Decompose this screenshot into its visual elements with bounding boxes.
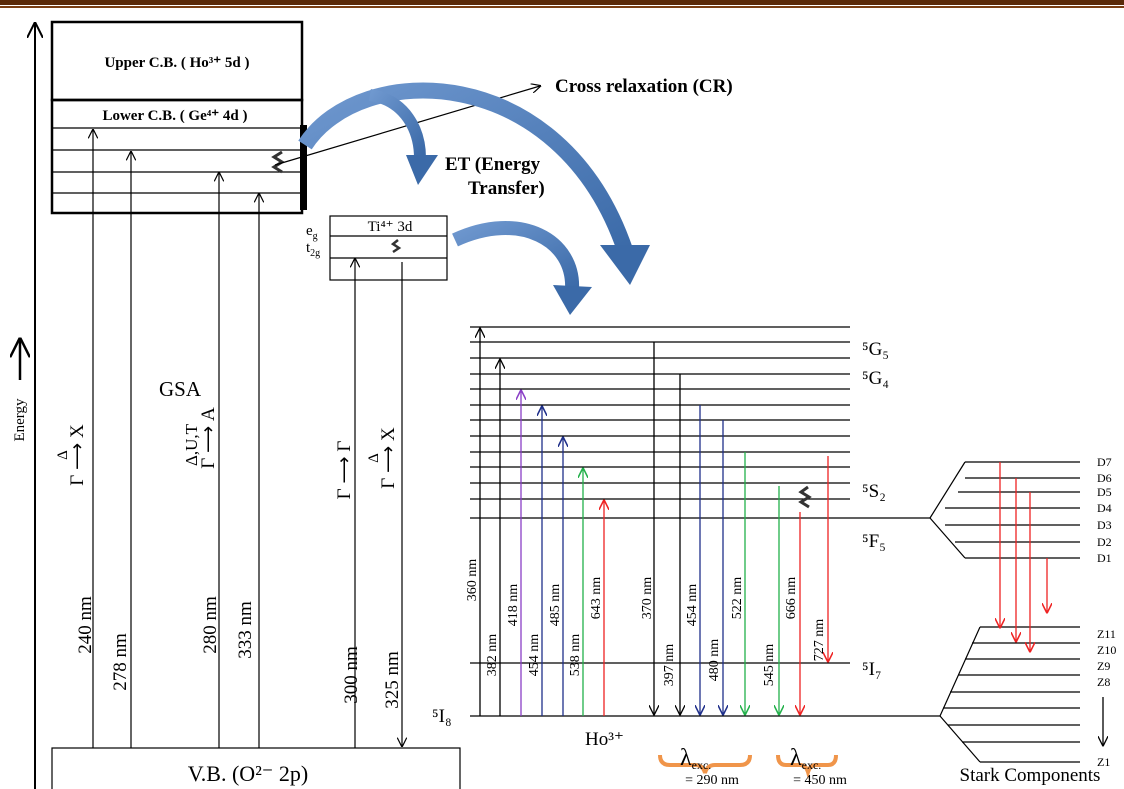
transition-label: 454 nm xyxy=(527,634,542,677)
transition-label: 454 nm xyxy=(685,584,700,627)
stark-label: Z9 xyxy=(1097,659,1110,673)
transition-label: 538 nm xyxy=(568,634,583,677)
stark-label: Z10 xyxy=(1097,643,1116,657)
stark-label: D7 xyxy=(1097,455,1112,469)
level-label: ⁵G₄ xyxy=(862,368,889,389)
level-label: ⁵S₂ xyxy=(862,481,886,502)
relaxation-squiggle xyxy=(393,240,399,252)
transition-label: 522 nm xyxy=(730,577,745,620)
transition-label: 727 nm xyxy=(812,619,827,662)
stark-label: D4 xyxy=(1097,501,1112,515)
top-border xyxy=(0,6,1124,8)
transition-label: 325 nm xyxy=(382,651,403,709)
lambda: λexc. xyxy=(680,745,711,772)
transition-label: 643 nm xyxy=(589,577,604,620)
stark-label: D6 xyxy=(1097,471,1112,485)
cb-levels xyxy=(52,128,302,193)
ti-levels xyxy=(330,236,447,258)
transfer-arrow-head xyxy=(600,245,650,285)
level-label: ⁵I₈ xyxy=(432,706,452,727)
t2g-label: t2g xyxy=(306,240,320,259)
et-label: Transfer) xyxy=(468,178,545,199)
excitation-value: = 290 nm xyxy=(685,773,739,788)
stark-levels xyxy=(930,462,1080,762)
notation-over: Δ,U,T xyxy=(182,423,201,466)
relaxation-squiggle xyxy=(801,487,809,507)
stark-arrows xyxy=(1000,462,1047,651)
cr-label: Cross relaxation (CR) xyxy=(555,76,733,97)
transition-label: 480 nm xyxy=(707,639,722,682)
stark-label: Z8 xyxy=(1097,675,1110,689)
transition-label: 370 nm xyxy=(640,577,655,620)
stark-label: D2 xyxy=(1097,535,1112,549)
excitation-value: = 450 nm xyxy=(793,773,847,788)
stark-label: Z11 xyxy=(1097,627,1116,641)
level-label: ⁵F₅ xyxy=(862,531,886,552)
transition-label: 278 nm xyxy=(110,633,131,691)
transition-label: 300 nm xyxy=(341,646,362,704)
gsa-label: GSA xyxy=(159,377,202,401)
stark-label: D3 xyxy=(1097,518,1112,532)
ti-label: Ti⁴⁺ 3d xyxy=(368,219,413,235)
transition-label: 397 nm xyxy=(662,644,677,687)
notation-over: Δ xyxy=(366,453,382,463)
stark-title: Stark Components xyxy=(960,765,1101,786)
notation: Γ ⟶ Γ xyxy=(334,441,355,500)
ti-arrow xyxy=(455,228,572,290)
lambda: λexc. xyxy=(790,745,821,772)
stark-label: D1 xyxy=(1097,551,1112,565)
upper-cb-label: Upper C.B. ( Ho³⁺ 5d ) xyxy=(104,55,249,71)
transition-label: 485 nm xyxy=(548,584,563,627)
et-arrow-head xyxy=(406,155,438,185)
top-border xyxy=(0,0,1124,5)
stark-label: D5 xyxy=(1097,485,1112,499)
notation-over: Δ xyxy=(55,450,71,460)
transition-label: 545 nm xyxy=(762,644,777,687)
transition-label: 418 nm xyxy=(506,584,521,627)
et-label: ET (Energy xyxy=(445,154,541,175)
ion-label: Ho³⁺ xyxy=(585,729,624,750)
transition-label: 280 nm xyxy=(200,596,221,654)
level-label: ⁵G₅ xyxy=(862,339,889,360)
transition-label: 666 nm xyxy=(784,577,799,620)
vb-label: V.B. (O²⁻ 2p) xyxy=(188,761,308,786)
ti-arrow-head xyxy=(553,285,592,315)
transition-label: 240 nm xyxy=(75,596,96,654)
lower-cb-label: Lower C.B. ( Ge⁴⁺ 4d ) xyxy=(102,108,247,124)
transition-label: 382 nm xyxy=(485,634,500,677)
axis-label: Energy xyxy=(12,398,28,442)
relaxation-squiggle xyxy=(274,152,282,172)
level-label: ⁵I₇ xyxy=(862,659,882,680)
diagram: Energy Upper C.B. ( Ho³⁺ 5d ) Lower C.B.… xyxy=(0,0,1124,789)
transition-label: 333 nm xyxy=(235,601,256,659)
transition-label: 360 nm xyxy=(465,559,480,602)
notation: Γ ⟶ A xyxy=(198,407,219,469)
